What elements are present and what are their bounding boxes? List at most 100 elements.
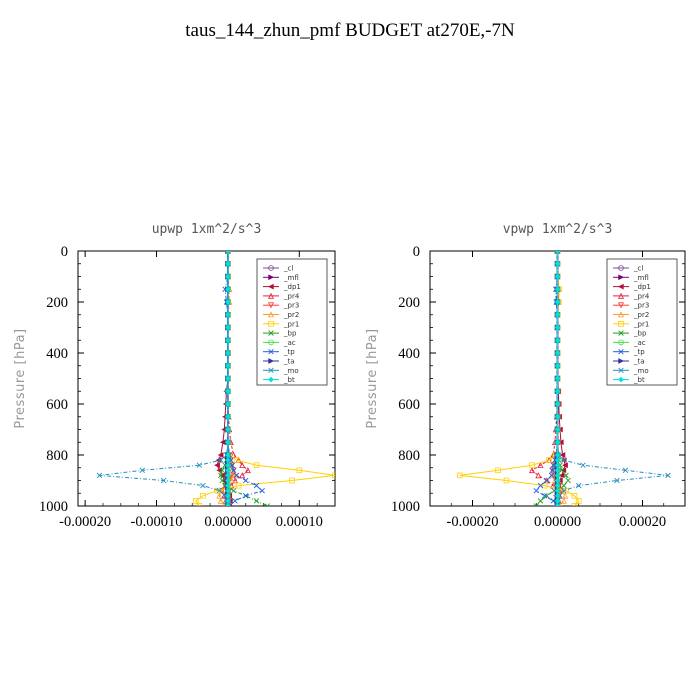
series-point-pr4 (537, 461, 544, 469)
series-point-bt (554, 286, 561, 293)
legend: _cl_mfl_dp1_pr4_pr3_pr2_pr1_bp_ac_tp_ta_… (606, 258, 678, 386)
legend-label: _cl (633, 265, 643, 273)
legend-label: _mfl (283, 274, 299, 282)
series-point-pr1 (332, 472, 335, 479)
series-point-pr1 (289, 477, 295, 484)
legend-swatch-marker (268, 358, 275, 364)
series-point-mo (196, 462, 203, 468)
series-point-tp (549, 467, 556, 474)
series-point-bt (554, 388, 561, 395)
legend-swatch-marker (268, 320, 274, 327)
legend-swatch-marker (618, 367, 624, 374)
series-point-pr1 (296, 467, 303, 474)
y-tick-label: 200 (46, 295, 68, 311)
series-point-bp (559, 467, 565, 474)
series-point-mo (561, 487, 567, 494)
series-point-bt (554, 260, 561, 267)
series-point-pr1 (529, 462, 535, 468)
legend-swatch-marker (617, 283, 624, 290)
x-tick-label: -0.00020 (59, 514, 111, 530)
legend-swatch-marker (267, 292, 275, 299)
legend-label: _cl (283, 265, 293, 273)
plot-area (96, 251, 335, 506)
series-point-mo (665, 472, 671, 479)
y-tick-label: 800 (398, 448, 420, 464)
series-point-bt (554, 426, 561, 433)
series-point-bp (253, 498, 260, 504)
series-point-pr1 (233, 457, 240, 463)
series-point-bp (537, 498, 544, 504)
series-point-pr1 (196, 503, 203, 506)
legend-swatch-marker (618, 348, 624, 355)
series-point-bt (225, 299, 231, 305)
series-point-tp (233, 472, 240, 479)
series-point-mo (160, 477, 167, 484)
series-point-tp (259, 487, 265, 494)
series-point-pr1 (571, 492, 578, 499)
legend-label: _ac (633, 339, 646, 347)
y-axis-label: Pressure [hPa] (365, 328, 380, 428)
legend: _cl_mfl_dp1_pr4_pr3_pr2_pr1_bp_ac_tp_ta_… (256, 258, 328, 386)
legend-swatch-marker (618, 358, 625, 364)
series-point-mo (200, 482, 206, 489)
y-tick-label: 1000 (39, 499, 68, 515)
series-point-mo (622, 467, 629, 474)
series-point-bt (225, 426, 231, 433)
series-point-dp1 (217, 452, 224, 458)
series-point-mo (222, 493, 228, 499)
series-point-pr1 (571, 503, 578, 506)
legend-label: _bt (633, 376, 645, 384)
series-point-dp1 (559, 452, 566, 458)
series-line-tp (224, 251, 264, 506)
series-point-pr4 (239, 461, 246, 469)
series-point-bt (554, 362, 561, 369)
legend-swatch-marker (268, 367, 274, 374)
series-point-bt (554, 413, 561, 420)
series-point-bt (225, 311, 231, 318)
legend-swatch-marker (618, 330, 624, 336)
legend-label: _mo (633, 367, 649, 375)
legend-swatch-marker (267, 311, 275, 318)
series-point-bt (225, 362, 231, 369)
plot-area (456, 251, 671, 506)
series-point-tp (533, 487, 539, 494)
series-point-mo (225, 503, 231, 506)
series-point-bt (554, 503, 561, 506)
series-point-mo (216, 487, 223, 494)
series-point-bp (563, 472, 569, 479)
legend-label: _bp (283, 330, 297, 338)
y-tick-label: 400 (46, 346, 68, 362)
legend-label: _bt (283, 376, 295, 384)
legend-label: _pr4 (633, 292, 650, 300)
series-point-pr1 (253, 462, 260, 468)
y-tick-label: 0 (413, 244, 420, 260)
y-tick-label: 600 (46, 397, 68, 413)
y-tick-label: 400 (398, 346, 420, 362)
legend-swatch-marker (618, 339, 624, 346)
series-point-pr4 (239, 472, 246, 479)
x-tick-label: -0.00020 (447, 514, 499, 530)
series-point-dp1 (214, 462, 220, 469)
series-point-bt (554, 439, 561, 446)
y-tick-label: 0 (61, 244, 68, 260)
series-point-bt (554, 311, 561, 318)
legend-swatch-marker (618, 265, 624, 271)
panel-2: vpwp 1xm^2/s^3 Pressure [hPa] 0 200 400 600 80… (365, 222, 686, 530)
legend-swatch-marker (618, 274, 625, 281)
legend-label: _tp (633, 348, 645, 356)
series-point-pr1 (192, 498, 199, 504)
series-point-bt (225, 260, 231, 267)
series-point-bt (225, 337, 231, 344)
series-line-mo (99, 251, 229, 506)
series-point-bp (544, 493, 550, 499)
series-point-tp (232, 498, 238, 504)
legend-swatch-marker (268, 330, 274, 336)
series-point-pr4 (535, 472, 542, 479)
series-point-dp1 (557, 439, 564, 446)
series-point-tp (253, 482, 260, 489)
series-point-pr1 (200, 492, 206, 499)
legend-label: _pr1 (283, 320, 299, 328)
series-point-tp (230, 467, 237, 474)
panel-title: vpwp 1xm^2/s^3 (503, 222, 613, 237)
series-point-mo (554, 251, 561, 254)
